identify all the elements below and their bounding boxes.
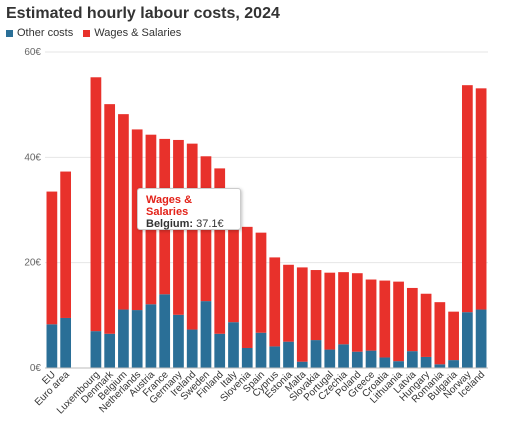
bar-other-costs (393, 361, 404, 368)
bar-other-costs (475, 309, 487, 368)
bar-wages-salaries (420, 293, 432, 357)
bar-other-costs (324, 349, 336, 368)
bar-other-costs (159, 294, 171, 368)
bar-wages-salaries (393, 281, 404, 362)
bar-other-costs (283, 341, 294, 368)
legend-swatch-other-costs (6, 29, 13, 37)
tooltip: Wages & Salaries Belgium: 37.1€ (137, 188, 241, 230)
bar-other-costs (351, 351, 363, 368)
bar-other-costs (255, 332, 267, 368)
bar-other-costs (186, 329, 198, 368)
bar-other-costs (173, 314, 184, 368)
bar-wages-salaries (324, 272, 336, 350)
bar-other-costs (338, 344, 349, 368)
bar-other-costs (461, 312, 473, 368)
bar-other-costs (131, 310, 143, 368)
legend-swatch-wages-salaries (83, 29, 91, 37)
bar-other-costs (434, 364, 446, 368)
bar-other-costs (118, 309, 129, 368)
tooltip-country: Belgium: (146, 218, 194, 230)
bar-other-costs (269, 346, 281, 368)
legend-item-wages-salaries[interactable]: Wages & Salaries (83, 27, 181, 39)
bar-other-costs (46, 324, 58, 368)
legend-item-other-costs[interactable]: Other costs (6, 27, 73, 39)
tooltip-line: Belgium: 37.1€ (146, 218, 232, 230)
bar-wages-salaries (241, 226, 253, 348)
y-tick-label: 40€ (24, 152, 41, 163)
bar-other-costs (296, 361, 308, 368)
bar-wages-salaries (475, 88, 487, 310)
bar-other-costs (228, 322, 239, 368)
tooltip-title: Wages & Salaries (146, 194, 193, 218)
legend: Other costs Wages & Salaries (6, 27, 191, 39)
bar-other-costs (104, 333, 116, 368)
bar-other-costs (241, 347, 253, 368)
bar-other-costs (420, 356, 432, 368)
bar-wages-salaries (448, 311, 459, 361)
bar-other-costs (90, 331, 102, 368)
bar-wages-salaries (338, 272, 349, 345)
bar-other-costs (214, 333, 226, 368)
bar-wages-salaries (434, 302, 446, 365)
bar-wages-salaries (255, 232, 267, 333)
bar-other-costs (310, 340, 322, 368)
bar-other-costs (448, 360, 459, 368)
bar-wages-salaries (186, 143, 198, 330)
bar-wages-salaries (310, 270, 322, 341)
y-tick-label: 60€ (24, 47, 41, 58)
bar-wages-salaries (60, 171, 72, 318)
y-tick-label: 0€ (30, 363, 42, 374)
bar-wages-salaries (365, 279, 377, 351)
bar-wages-salaries (283, 264, 294, 342)
chart-title: Estimated hourly labour costs, 2024 (6, 5, 280, 22)
legend-label-other-costs: Other costs (17, 27, 74, 39)
bar-wages-salaries (406, 287, 418, 352)
bar-wages-salaries (461, 85, 473, 313)
bar-wages-salaries (118, 114, 129, 310)
bar-wages-salaries (379, 280, 391, 358)
bar-other-costs (60, 317, 72, 368)
bar-wages-salaries (46, 191, 58, 325)
bar-wages-salaries (296, 267, 308, 362)
bar-wages-salaries (104, 104, 116, 334)
tooltip-value: 37.1€ (196, 218, 224, 230)
bar-other-costs (145, 304, 157, 368)
bar-other-costs (406, 351, 418, 368)
bar-wages-salaries (90, 77, 102, 332)
bar-wages-salaries (228, 215, 239, 323)
bar-wages-salaries (351, 273, 363, 352)
bar-wages-salaries (269, 257, 281, 347)
bar-other-costs (200, 301, 212, 368)
bar-wages-salaries (214, 168, 226, 334)
legend-label-wages-salaries: Wages & Salaries (94, 27, 182, 39)
y-tick-label: 20€ (24, 258, 41, 269)
bar-other-costs (379, 357, 391, 368)
bar-other-costs (365, 350, 377, 368)
